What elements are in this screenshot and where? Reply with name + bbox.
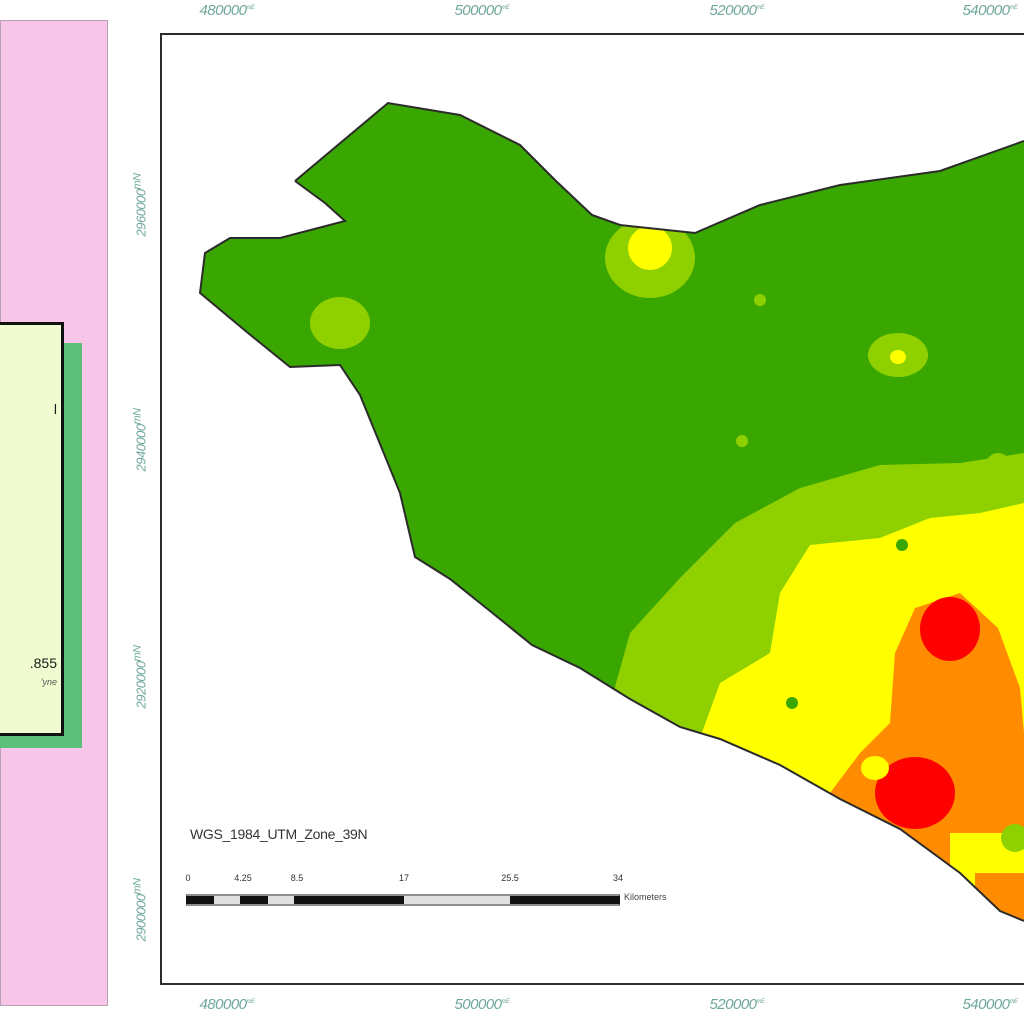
x-tick-top-540000: 540000mE [962, 2, 1018, 19]
scale-label-34: 34 [612, 873, 624, 883]
scale-unit: Kilometers [624, 892, 667, 902]
scale-seg-2 [214, 896, 240, 904]
zone-red-lower [875, 757, 955, 829]
spot-small-4 [896, 539, 908, 551]
interpolated-surface [200, 103, 1024, 921]
scale-seg-6 [404, 896, 510, 904]
x-tick-top-500000: 500000mE [454, 2, 510, 19]
y-tick-2960000: 2960000mN [131, 173, 149, 237]
scale-label-8-5: 8.5 [290, 873, 304, 883]
legend-value: .855 [29, 655, 57, 671]
spot-coast-green [1001, 824, 1024, 852]
x-tick-top-480000: 480000mE [199, 2, 255, 19]
scale-label-4-25: 4.25 [234, 873, 252, 883]
scale-seg-1 [186, 896, 214, 904]
coastline-outline [198, 101, 1024, 922]
legend-sub-text: 'yne [40, 677, 57, 687]
scale-bar [186, 894, 620, 906]
x-tick-bottom-500000: 500000mE [454, 996, 510, 1013]
scale-seg-5 [294, 896, 404, 904]
scale-seg-4 [268, 896, 294, 904]
x-tick-bottom-480000: 480000mE [199, 996, 255, 1013]
zone-red-upper [920, 597, 980, 661]
scale-label-25-5: 25.5 [501, 873, 519, 883]
y-tick-2900000: 2900000mN [131, 878, 149, 942]
y-tick-2940000: 2940000mN [131, 408, 149, 472]
x-tick-bottom-540000: 540000mE [962, 996, 1018, 1013]
x-tick-bottom-520000: 520000mE [709, 996, 765, 1013]
spot-small-1 [754, 294, 766, 306]
spot-light-green-west [310, 297, 370, 349]
projection-label: WGS_1984_UTM_Zone_39N [190, 826, 368, 842]
scale-label-17: 17 [398, 873, 410, 883]
y-tick-2920000: 2920000mN [131, 645, 149, 709]
spot-small-2 [736, 435, 748, 447]
scale-seg-7 [510, 896, 620, 904]
x-tick-top-520000: 520000mE [709, 2, 765, 19]
spot-small-3 [986, 453, 1010, 477]
map-canvas [198, 101, 1024, 922]
zone-orange-coast [975, 873, 1024, 921]
spot-small-5 [786, 697, 798, 709]
spot-yellow [861, 756, 889, 780]
scale-label-0: 0 [185, 873, 191, 883]
spot-yellow-north [628, 226, 672, 270]
scale-seg-3 [240, 896, 268, 904]
legend-top-text: l [53, 401, 57, 417]
legend-box: l .855 'yne [0, 322, 64, 736]
spot-yellow-east [890, 350, 906, 364]
